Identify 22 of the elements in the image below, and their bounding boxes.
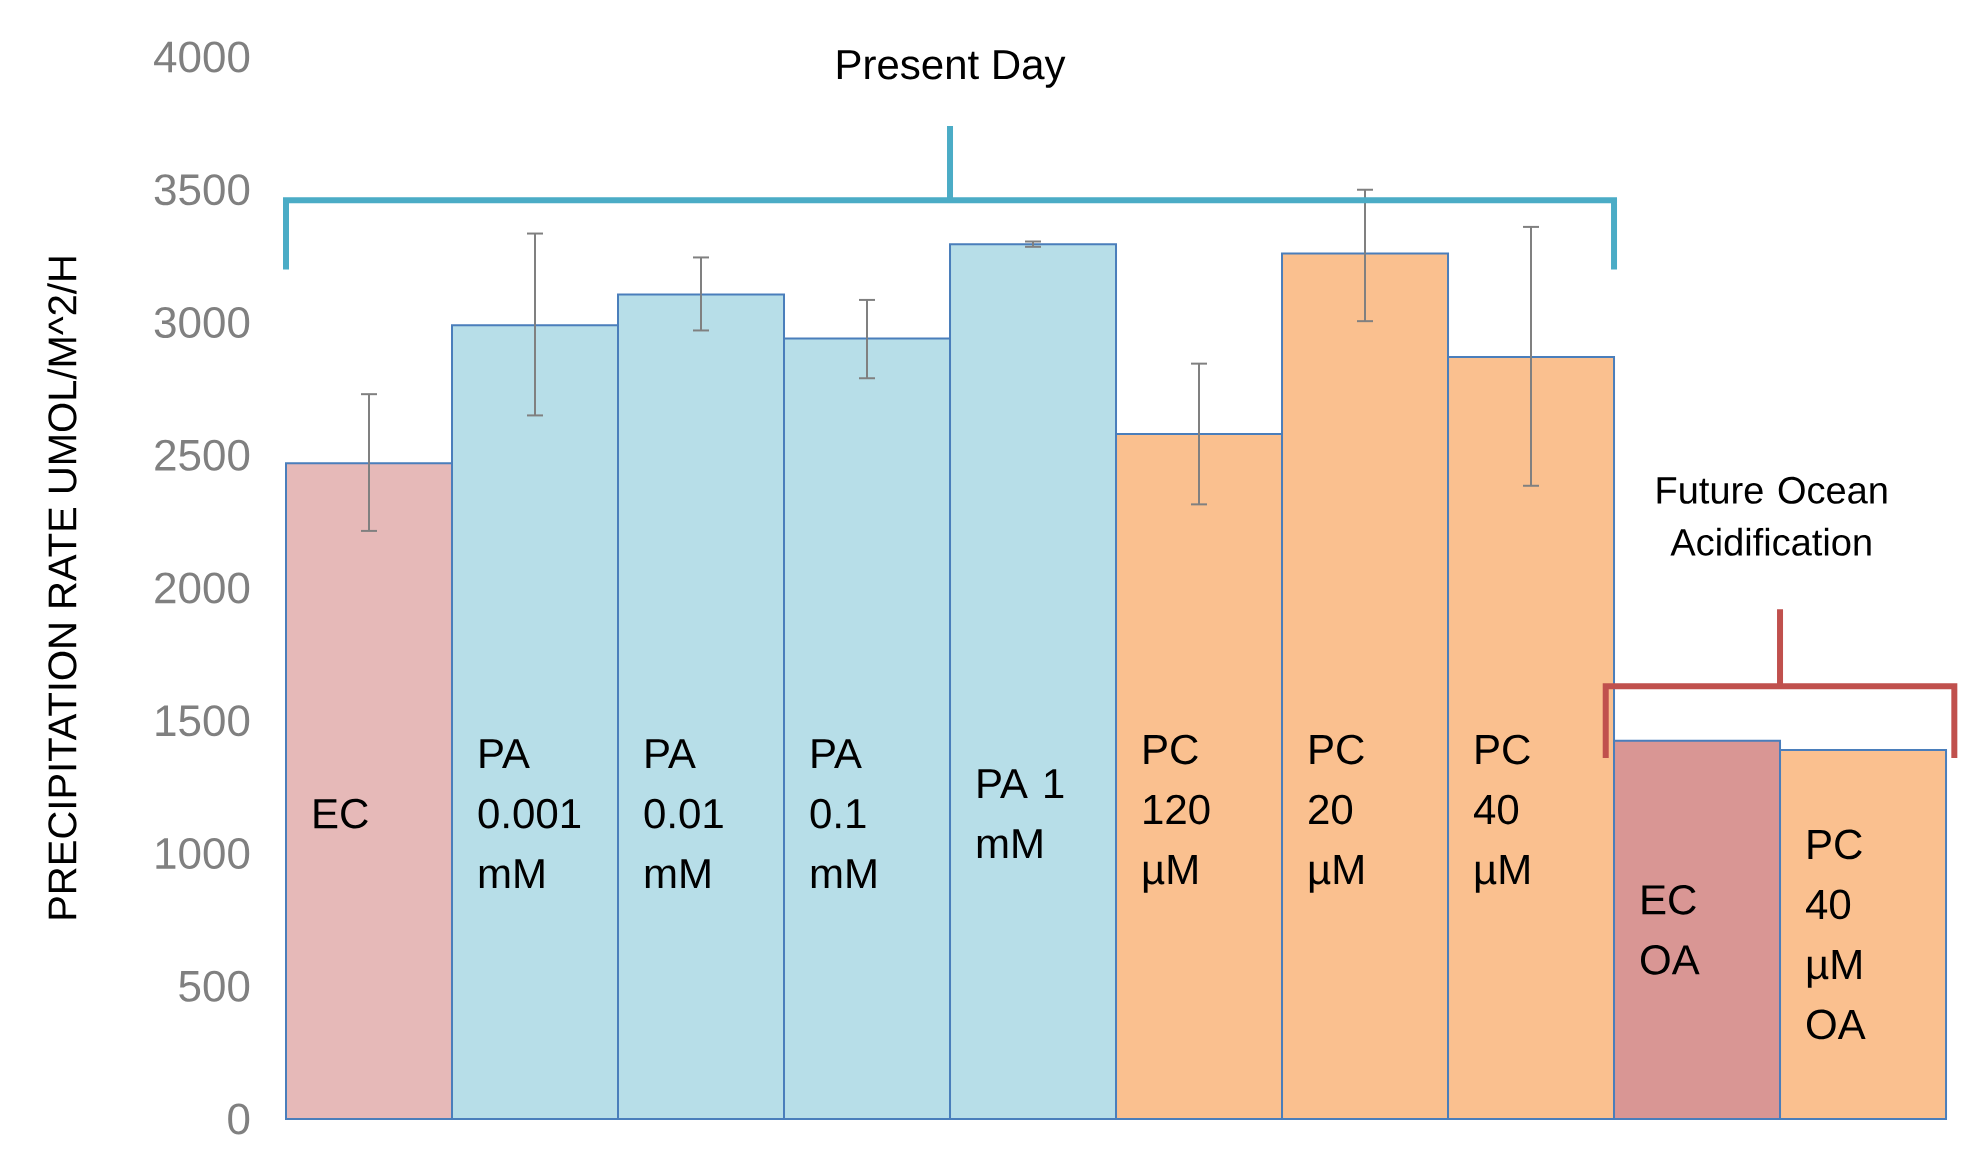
annotation: Present Day — [837, 50, 1066, 88]
x-tick-label: PA 0.1 mM — [810, 739, 876, 889]
x-tick-label: EC — [314, 798, 368, 829]
x-tick-label: EC OA — [1641, 884, 1700, 975]
y-tick-label: 500 — [179, 970, 250, 1002]
x-tick-label: PA 1 mM — [977, 769, 1064, 859]
x-tick-label: PA 0.01 mM — [644, 739, 723, 889]
y-axis-title: PRECIPITATION RATE UMOL/M^2/H — [47, 257, 77, 919]
y-tick-label: 3000 — [154, 306, 250, 339]
x-tick-label: PC 20 µM — [1309, 734, 1364, 893]
x-tick-label: PC 40 µM — [1473, 734, 1530, 893]
y-tick-label: 3500 — [154, 174, 250, 206]
x-tick-label: PC 120 µM — [1143, 734, 1210, 893]
y-tick-label: 2500 — [155, 439, 250, 471]
y-tick-label: 2000 — [155, 572, 250, 604]
y-tick-label: 1000 — [156, 837, 250, 870]
y-tick-label: 1500 — [156, 705, 250, 737]
annotation: Future Ocean Acidification — [1657, 476, 1887, 556]
y-tick-label: 0 — [228, 1103, 250, 1135]
x-tick-label: PC 40 µM OA — [1806, 829, 1866, 1040]
x-tick-label: PA 0.001 mM — [478, 739, 581, 889]
y-tick-label: 4000 — [154, 41, 250, 73]
